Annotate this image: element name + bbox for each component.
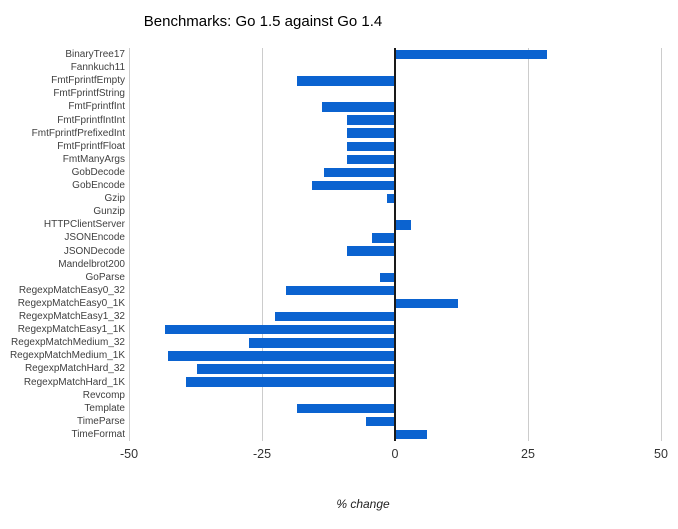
y-label-JSONDecode: JSONDecode xyxy=(63,245,125,257)
bar-GoParse xyxy=(380,272,394,282)
y-label-FmtFprintfPrefixedInt: FmtFprintfPrefixedInt xyxy=(31,127,125,139)
gridline-50 xyxy=(661,48,662,441)
y-label-Fannkuch11: Fannkuch11 xyxy=(70,62,125,74)
y-label-TimeParse: TimeParse xyxy=(77,415,125,427)
bar-GobDecode xyxy=(323,167,394,178)
y-label-FmtManyArgs: FmtManyArgs xyxy=(62,153,125,165)
bar-RegexpMatchEasy1_32 xyxy=(274,311,394,322)
x-tick-label--25: -25 xyxy=(252,447,272,461)
gridline-25 xyxy=(528,48,529,441)
x-tick-label-50: 50 xyxy=(654,447,668,461)
y-label-BinaryTree17: BinaryTree17 xyxy=(65,49,125,60)
x-tick-label-0: 0 xyxy=(391,447,399,461)
y-label-HTTPClientServer: HTTPClientServer xyxy=(43,219,125,231)
bar-TimeFormat xyxy=(396,429,427,440)
y-label-Mandelbrot200: Mandelbrot200 xyxy=(58,258,125,270)
y-label-GoParse: GoParse xyxy=(85,271,125,283)
y-label-Gunzip: Gunzip xyxy=(93,206,125,218)
y-label-FmtFprintfString: FmtFprintfString xyxy=(53,88,125,100)
zero-axis-line xyxy=(394,48,396,441)
y-label-RegexpMatchHard_1K: RegexpMatchHard_1K xyxy=(23,376,125,388)
bar-Gzip xyxy=(387,193,394,204)
bar-Template xyxy=(297,403,394,413)
y-label-RegexpMatchEasy1_1K: RegexpMatchEasy1_1K xyxy=(17,324,125,336)
plot-area xyxy=(129,48,662,441)
y-label-RegexpMatchHard_32: RegexpMatchHard_32 xyxy=(24,363,125,375)
y-label-RegexpMatchEasy0_1K: RegexpMatchEasy0_1K xyxy=(17,297,125,309)
y-label-FmtFprintfFloat: FmtFprintfFloat xyxy=(57,140,125,152)
bar-JSONDecode xyxy=(347,246,394,256)
bar-FmtFprintfPrefixedInt xyxy=(347,128,394,138)
y-label-RegexpMatchEasy1_32: RegexpMatchEasy1_32 xyxy=(18,311,125,322)
bar-RegexpMatchEasy1_1K xyxy=(165,324,394,335)
bar-BinaryTree17 xyxy=(396,49,548,60)
x-tick-label-25: 25 xyxy=(521,447,535,461)
bar-FmtFprintfEmpty xyxy=(297,76,394,86)
y-axis-labels: BinaryTree17 Fannkuch11 FmtFprintfEmpty Fmt… xyxy=(0,48,125,441)
y-label-FmtFprintfEmpty: FmtFprintfEmpty xyxy=(51,75,125,87)
x-axis-title: % change xyxy=(336,497,390,511)
x-axis-tick-labels: -50 -25 0 25 50 xyxy=(120,447,668,463)
bar-FmtFprintfInt xyxy=(322,102,394,112)
y-label-FmtFprintfInt: FmtFprintfInt xyxy=(68,101,125,113)
gridline--50 xyxy=(129,48,130,441)
bar-FmtManyArgs xyxy=(347,154,394,165)
y-label-TimeFormat: TimeFormat xyxy=(71,428,125,440)
chart-title: Benchmarks: Go 1.5 against Go 1.4 xyxy=(143,13,383,30)
gridline--25 xyxy=(262,48,263,441)
y-label-FmtFprintfIntInt: FmtFprintfIntInt xyxy=(57,114,125,126)
bar-GobEncode xyxy=(312,180,394,191)
y-label-Gzip: Gzip xyxy=(104,193,125,205)
bar-RegexpMatchMedium_32 xyxy=(248,338,394,348)
bar-RegexpMatchEasy0_32 xyxy=(286,285,394,296)
bar-HTTPClientServer xyxy=(396,220,411,230)
bar-JSONEncode xyxy=(372,233,394,243)
y-label-JSONEncode: JSONEncode xyxy=(64,232,125,244)
bar-RegexpMatchHard_32 xyxy=(197,364,394,374)
y-label-Revcomp: Revcomp xyxy=(82,389,125,401)
y-label-Template: Template xyxy=(84,402,125,414)
bar-RegexpMatchMedium_1K xyxy=(167,351,394,361)
bar-FmtFprintfFloat xyxy=(347,141,394,151)
x-tick-label--50: -50 xyxy=(119,447,139,461)
bar-RegexpMatchHard_1K xyxy=(185,377,394,387)
bar-FmtFprintfIntInt xyxy=(347,115,394,125)
y-label-RegexpMatchMedium_1K: RegexpMatchMedium_1K xyxy=(9,350,125,362)
y-label-RegexpMatchMedium_32: RegexpMatchMedium_32 xyxy=(11,337,125,349)
y-label-RegexpMatchEasy0_32: RegexpMatchEasy0_32 xyxy=(18,284,125,296)
bar-RegexpMatchEasy0_1K xyxy=(396,298,459,309)
y-label-GobDecode: GobDecode xyxy=(71,166,125,178)
bar-TimeParse xyxy=(365,416,394,427)
y-label-GobEncode: GobEncode xyxy=(72,180,125,191)
